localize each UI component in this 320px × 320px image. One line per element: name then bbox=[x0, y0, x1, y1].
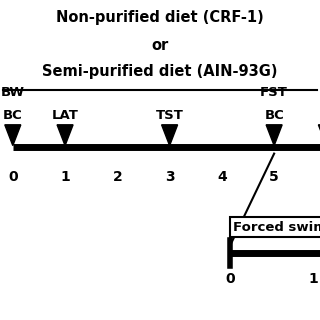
Polygon shape bbox=[266, 125, 282, 146]
Text: Forced swim: Forced swim bbox=[233, 220, 320, 234]
Text: 1: 1 bbox=[60, 170, 70, 184]
Text: BC: BC bbox=[3, 108, 23, 122]
Polygon shape bbox=[57, 125, 73, 146]
Text: 0: 0 bbox=[8, 170, 18, 184]
Text: FST: FST bbox=[260, 86, 288, 99]
Text: 1: 1 bbox=[309, 272, 318, 286]
Text: 2: 2 bbox=[112, 170, 122, 184]
Polygon shape bbox=[162, 125, 178, 146]
Text: BC: BC bbox=[264, 108, 284, 122]
Text: BW: BW bbox=[1, 86, 25, 99]
Text: 4: 4 bbox=[217, 170, 227, 184]
Text: or: or bbox=[151, 38, 169, 53]
Text: 3: 3 bbox=[165, 170, 174, 184]
Text: 5: 5 bbox=[269, 170, 279, 184]
Text: Semi-purified diet (AIN-93G): Semi-purified diet (AIN-93G) bbox=[42, 64, 278, 79]
Text: Non-purified diet (CRF-1): Non-purified diet (CRF-1) bbox=[56, 10, 264, 25]
Text: TST: TST bbox=[156, 108, 184, 122]
Text: 0: 0 bbox=[225, 272, 235, 286]
Polygon shape bbox=[318, 125, 320, 146]
Text: LAT: LAT bbox=[52, 108, 78, 122]
Polygon shape bbox=[5, 125, 21, 146]
